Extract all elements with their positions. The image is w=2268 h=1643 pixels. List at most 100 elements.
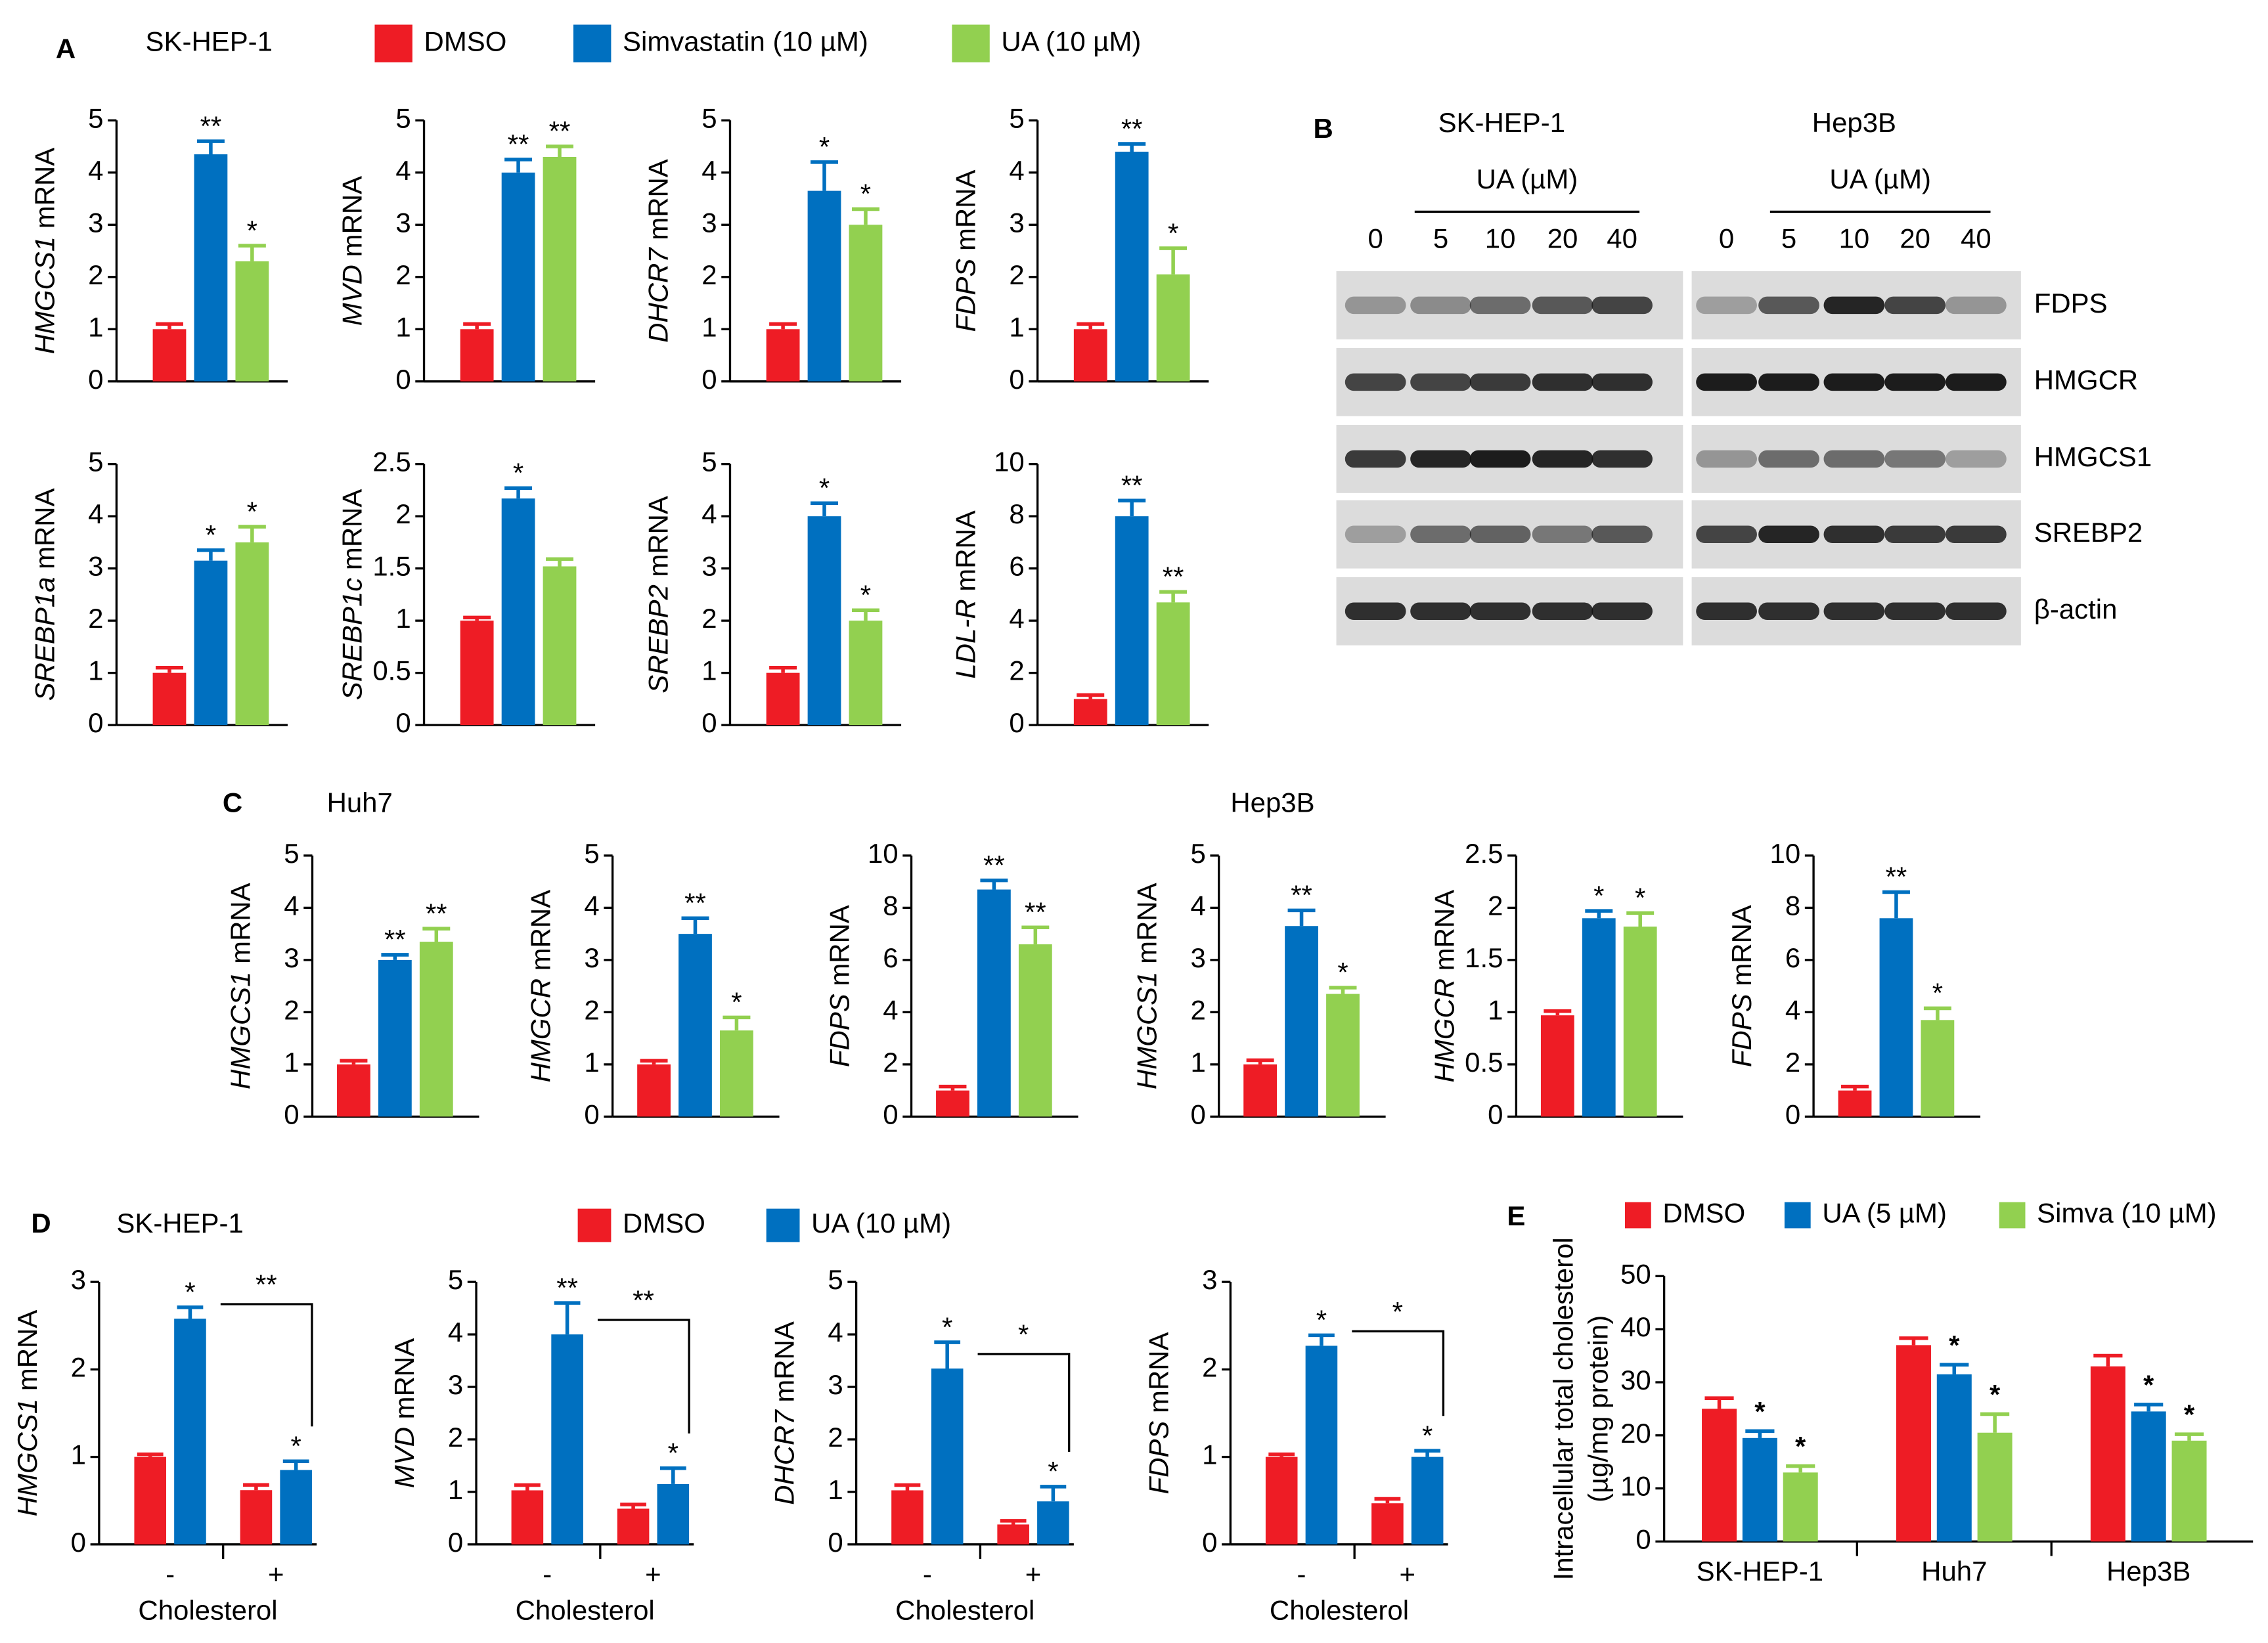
error-bar [238, 525, 266, 542]
y-tick-label: 5 [88, 447, 103, 477]
error-bar [811, 160, 839, 191]
blot-band [1696, 525, 1757, 544]
error-bar [1882, 890, 1910, 919]
bar [194, 154, 228, 382]
bar [997, 1524, 1029, 1544]
y-tick-label: 3 [828, 1369, 843, 1400]
bar [1305, 1346, 1338, 1544]
blot-band [1591, 525, 1653, 544]
error-bar [1040, 1485, 1067, 1502]
significance: * [1048, 1456, 1058, 1487]
error-bar [1899, 1336, 1928, 1346]
y-tick-label: 5 [395, 102, 411, 133]
y-tick-label: 0 [88, 364, 103, 395]
legend-swatch [577, 1208, 611, 1242]
bar [1326, 994, 1360, 1117]
error-bar [1000, 1519, 1027, 1525]
blot-band [1345, 525, 1406, 544]
significance: ** [1025, 896, 1046, 927]
bar [807, 516, 841, 726]
dose-label: 20 [1900, 223, 1930, 254]
dose-label: 40 [1961, 223, 1991, 254]
y-tick-label: 1 [284, 1047, 299, 1078]
panel-label: A [56, 33, 76, 64]
y-axis-label-gene: HMGCS1 [12, 1399, 43, 1516]
error-bar [769, 665, 797, 673]
bar [1540, 1015, 1574, 1117]
bar [1115, 516, 1149, 726]
bar [1243, 1064, 1278, 1117]
legend-label: DMSO [1662, 1198, 1745, 1229]
y-tick-label: 1 [584, 1047, 599, 1078]
protein-label: HMGCS1 [2034, 441, 2152, 472]
y-axis-label-unit: mRNA [950, 510, 981, 599]
bar [460, 621, 494, 726]
significance: * [668, 1437, 678, 1468]
blot-band [1410, 296, 1471, 315]
blot-band [1410, 525, 1471, 544]
y-tick-label: 3 [284, 942, 299, 973]
legend-label: DMSO [623, 1208, 705, 1238]
y-axis-label-unit: mRNA [1143, 1332, 1174, 1420]
y-tick-label: 2 [1009, 259, 1024, 290]
bar [1896, 1345, 1931, 1542]
y-tick-label: 0 [1785, 1099, 1800, 1129]
blot-band [1823, 450, 1885, 468]
y-tick-label: 0 [701, 707, 717, 738]
significance: * [860, 579, 871, 610]
bar [891, 1490, 923, 1544]
error-bar [1159, 590, 1188, 603]
y-tick-label: 8 [1785, 890, 1800, 921]
y-tick-label: 5 [701, 447, 717, 477]
y-axis-label: FDPS mRNA [950, 170, 981, 332]
bracket-significance: ** [256, 1269, 277, 1300]
y-axis-label: SREBP1a mRNA [29, 488, 60, 701]
error-bar [2174, 1432, 2204, 1441]
y-tick-label: 3 [584, 942, 599, 973]
error-bar [196, 139, 225, 154]
error-bar [422, 927, 451, 942]
blot-band [1884, 296, 1946, 315]
error-bar [1118, 142, 1146, 152]
legend-swatch [1999, 1202, 2026, 1229]
blot-band [1758, 450, 1819, 468]
blot-band [1946, 373, 2007, 391]
error-bar [1841, 1084, 1869, 1091]
bar [2171, 1440, 2207, 1542]
x-tick-label: - [543, 1558, 552, 1589]
y-tick-label: 4 [1009, 603, 1024, 634]
blot-band [1758, 373, 1819, 391]
y-axis-label-gene: SREBP1c [337, 578, 368, 700]
y-tick-label: 1 [1202, 1439, 1217, 1470]
bar [1371, 1503, 1404, 1544]
dose-label: 20 [1547, 223, 1578, 254]
y-tick-label: 1 [701, 655, 717, 686]
y-axis-label-gene: DHCR7 [643, 247, 674, 343]
y-axis-label: SREBP2 mRNA [643, 496, 674, 693]
y-axis-label-gene: LDL-R [950, 599, 981, 678]
blot-band [1591, 373, 1653, 391]
y-tick-label: 20 [1620, 1418, 1651, 1449]
blot-band [1591, 450, 1653, 468]
y-tick-label: 2 [88, 603, 103, 634]
bar [1265, 1457, 1298, 1544]
bar [2131, 1411, 2166, 1542]
bar [1582, 918, 1616, 1117]
significance: ** [1121, 113, 1143, 144]
y-tick-label: 10 [994, 447, 1025, 477]
y-axis-label: FDPS mRNA [824, 905, 855, 1067]
y-axis-label-unit: mRNA [525, 890, 556, 978]
bar [337, 1064, 370, 1117]
bar [1936, 1374, 1972, 1542]
bar [637, 1064, 671, 1117]
y-tick-label: 8 [1009, 498, 1024, 529]
bracket-significance: * [1018, 1319, 1029, 1350]
blot-band [1345, 602, 1406, 621]
significance: ** [384, 924, 406, 955]
blot-band [1946, 525, 2007, 544]
bar [543, 566, 577, 726]
blot-band [1591, 602, 1653, 621]
panel-label: B [1314, 113, 1333, 144]
y-tick-label: 3 [701, 207, 717, 238]
bar [617, 1508, 650, 1544]
